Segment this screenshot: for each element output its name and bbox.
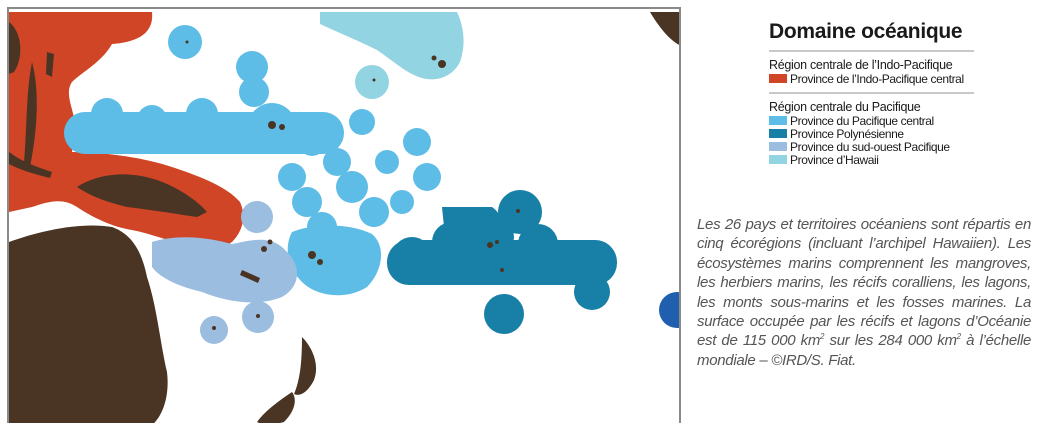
- legend-region-pacific-central: Région centrale du Pacifique Province du…: [769, 100, 974, 167]
- legend-item: Province de l’Indo-Pacifique central: [769, 71, 974, 86]
- superscript-2: 2: [956, 332, 961, 342]
- zone-indo-pacific-central: [9, 12, 244, 250]
- oceanic-domain-map: [9, 12, 679, 423]
- legend: Domaine océanique Région centrale de l’I…: [769, 20, 974, 167]
- legend-swatch: [769, 74, 787, 83]
- zone-hawaii: [320, 12, 464, 99]
- map-panel: [7, 7, 681, 423]
- legend-label: Province Polynésienne: [790, 126, 904, 141]
- land-masses: [9, 12, 679, 423]
- zone-edge-marker: [659, 292, 679, 328]
- region-title: Région centrale de l’Indo-Pacifique: [769, 58, 953, 72]
- region-title: Région centrale du Pacifique: [769, 100, 921, 114]
- legend-swatch: [769, 155, 787, 164]
- legend-label: Province du Pacifique central: [790, 113, 934, 128]
- legend-item: Province Polynésienne: [769, 126, 974, 141]
- caption-text: Les 26 pays et territoires océaniens son…: [697, 215, 1031, 370]
- caption-part: sur les 284 000 km: [824, 332, 957, 350]
- legend-label: Province du sud-ouest Pacifique: [790, 139, 950, 154]
- zone-polynesian: [387, 190, 617, 334]
- legend-swatch: [769, 129, 787, 138]
- zone-southwest-pacific: [152, 201, 298, 344]
- superscript-2: 2: [820, 332, 825, 342]
- side-panel: Domaine océanique Région centrale de l’I…: [697, 10, 1031, 424]
- legend-region-indo-pacific: Région centrale de l’Indo-Pacifique Prov…: [769, 58, 974, 86]
- legend-divider: [769, 50, 974, 52]
- legend-divider: [769, 92, 974, 94]
- legend-label: Province de l’Indo-Pacifique central: [790, 71, 964, 86]
- legend-label: Province d’Hawaii: [790, 152, 879, 167]
- legend-swatch: [769, 116, 787, 125]
- legend-item: Province du Pacifique central: [769, 113, 974, 128]
- caption-part: Les 26 pays et territoires océaniens son…: [697, 216, 1031, 350]
- caption-part: à l’échelle mondiale – ©IRD/S. Fiat.: [697, 332, 1032, 369]
- legend-swatch: [769, 142, 787, 151]
- legend-item: Province d’Hawaii: [769, 152, 974, 167]
- legend-item: Province du sud-ouest Pacifique: [769, 139, 974, 154]
- legend-title: Domaine océanique: [769, 20, 963, 43]
